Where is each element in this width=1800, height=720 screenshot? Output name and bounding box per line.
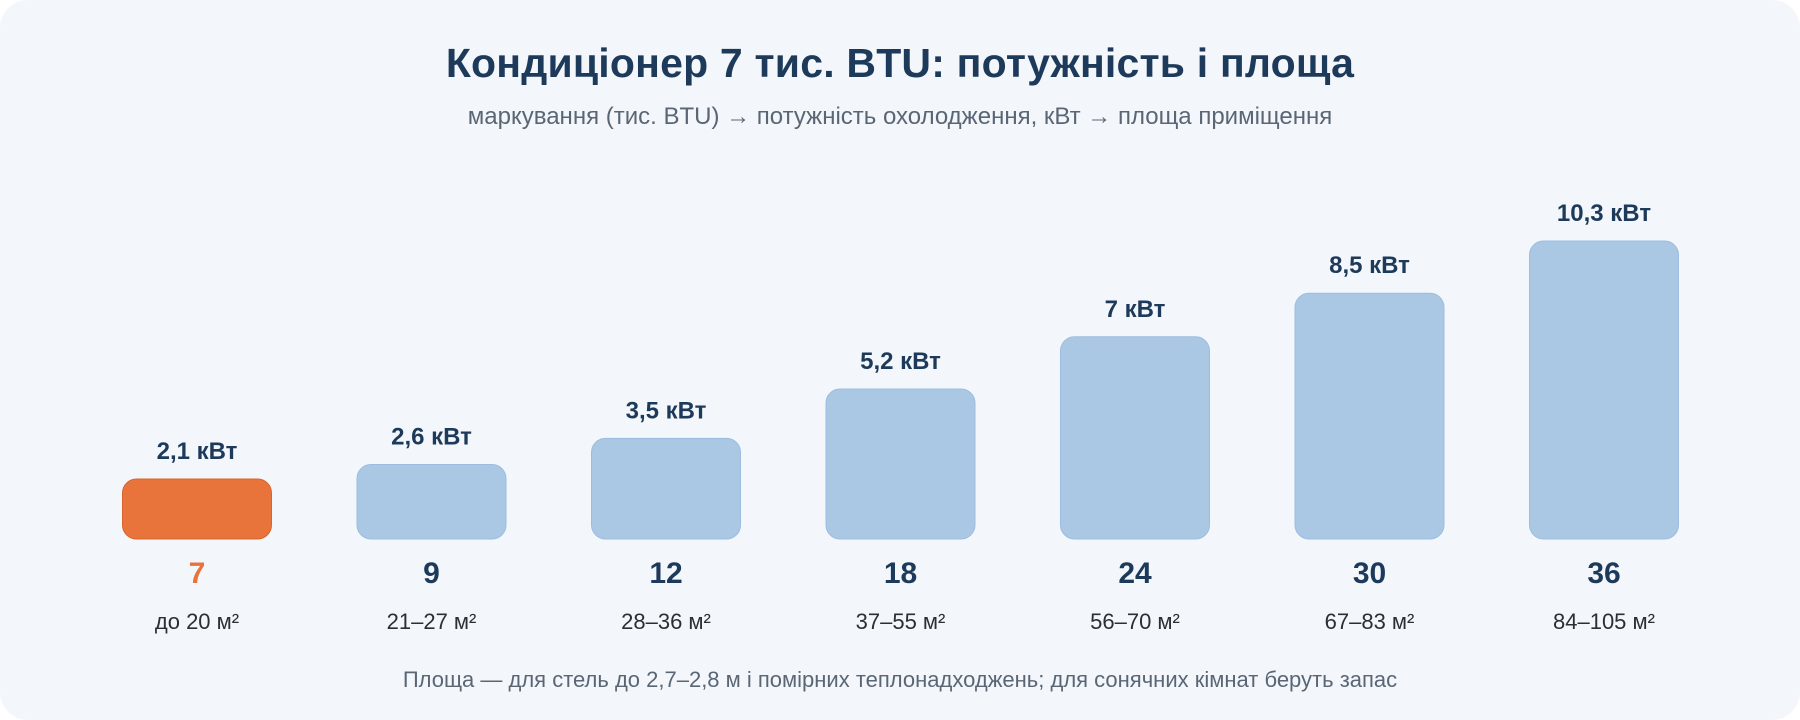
chart-footnote: Площа — для стель до 2,7–2,8 м і помірни…: [402, 667, 1398, 692]
value-label: 10,3 кВт: [1557, 200, 1651, 227]
area-label: 21–27 м²: [387, 609, 477, 634]
chart-subtitle: маркування (тис. BTU) → потужність охоло…: [467, 103, 1333, 130]
area-label: 28–36 м²: [621, 609, 711, 634]
value-label: 2,6 кВт: [391, 423, 472, 450]
area-label: 67–83 м²: [1325, 609, 1415, 634]
area-label: 84–105 м²: [1553, 609, 1655, 634]
area-label: до 20 м²: [155, 609, 239, 634]
value-label: 5,2 кВт: [860, 348, 941, 375]
category-label: 18: [884, 557, 917, 590]
category-label: 12: [649, 557, 682, 590]
chart-title: Кондиціонер 7 тис. BTU: потужність і пло…: [445, 40, 1355, 86]
bar-18: [825, 388, 976, 540]
value-label: 2,1 кВт: [157, 438, 238, 465]
area-label: 37–55 м²: [856, 609, 946, 634]
bar-36: [1529, 240, 1679, 540]
bar-30: [1294, 292, 1445, 540]
value-label: 8,5 кВт: [1329, 252, 1410, 279]
value-label: 3,5 кВт: [626, 397, 707, 424]
category-label: 24: [1118, 557, 1152, 590]
bar-9: [356, 463, 507, 540]
bar-7: [122, 478, 272, 540]
category-label: 7: [189, 557, 206, 590]
category-label: 30: [1353, 557, 1386, 590]
area-label: 56–70 м²: [1090, 609, 1180, 634]
category-label: 36: [1587, 557, 1620, 590]
bar-12: [591, 437, 741, 540]
category-label: 9: [423, 557, 440, 590]
bar-24: [1060, 336, 1210, 540]
value-label: 7 кВт: [1105, 296, 1166, 323]
